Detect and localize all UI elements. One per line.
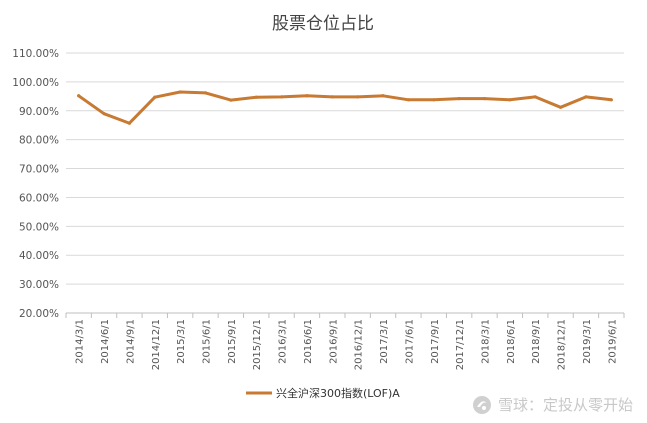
series-layer xyxy=(77,90,613,125)
data-point xyxy=(609,98,613,102)
series-line xyxy=(77,90,613,125)
gridlines xyxy=(65,52,625,318)
x-tick-label: 2018/3/1 xyxy=(481,319,492,364)
data-point xyxy=(432,98,436,102)
data-point xyxy=(381,94,385,98)
x-tick-label: 2018/9/1 xyxy=(531,319,542,364)
x-tick-label: 2015/3/1 xyxy=(176,319,187,364)
data-point xyxy=(153,95,157,99)
data-point xyxy=(330,95,334,99)
data-point xyxy=(406,98,411,102)
legend-label: 兴全沪深300指数(LOF)A xyxy=(276,386,400,400)
x-tick-label: 2017/3/1 xyxy=(379,319,390,364)
data-point xyxy=(482,97,487,101)
y-tick-label: 100.00% xyxy=(12,77,59,89)
data-point xyxy=(102,112,106,116)
data-point xyxy=(356,95,360,99)
x-tick-label: 2017/12/1 xyxy=(455,319,466,370)
data-point xyxy=(584,95,588,99)
y-tick-label: 110.00% xyxy=(12,48,59,60)
y-tick-label: 70.00% xyxy=(19,164,59,176)
x-tick-label: 2014/12/1 xyxy=(151,319,162,370)
x-axis-tick-labels: 2014/3/1 2014/6/1 2014/9/1 2014/12/1 2015/3/… xyxy=(75,319,619,370)
x-tick-label: 2017/6/1 xyxy=(404,319,415,364)
x-tick-label: 2015/12/1 xyxy=(252,319,263,370)
x-tick-label: 2019/3/1 xyxy=(582,319,593,364)
watermark-text: 雪球：定投从零开始 xyxy=(497,396,633,414)
data-point xyxy=(508,98,512,102)
x-tick-label: 2016/3/1 xyxy=(278,319,289,364)
data-point xyxy=(305,94,309,98)
x-tick-label: 2018/6/1 xyxy=(506,319,517,364)
y-tick-label: 40.00% xyxy=(19,250,59,262)
x-tick-label: 2014/9/1 xyxy=(125,319,136,364)
data-point xyxy=(457,97,461,101)
x-tick-label: 2019/6/1 xyxy=(607,319,618,364)
y-tick-label: 30.00% xyxy=(19,279,59,291)
data-point xyxy=(533,95,537,99)
data-point xyxy=(558,105,563,109)
y-axis-tick-labels: 20.00% 30.00% 40.00% 50.00% 60.00% 70.00% 80.0… xyxy=(12,48,59,320)
watermark: 雪球：定投从零开始 xyxy=(472,394,633,415)
y-tick-label: 50.00% xyxy=(19,221,59,233)
data-point xyxy=(229,98,233,102)
x-tick-label: 2017/9/1 xyxy=(430,319,441,364)
x-tick-label: 2018/12/1 xyxy=(557,319,568,370)
x-tick-label: 2016/9/1 xyxy=(328,319,339,364)
x-tick-label: 2016/12/1 xyxy=(354,319,365,370)
data-point xyxy=(203,91,208,95)
legend: 兴全沪深300指数(LOF)A xyxy=(246,386,400,400)
data-point xyxy=(127,121,132,125)
y-tick-label: 80.00% xyxy=(19,135,59,147)
chart-title: 股票仓位占比 xyxy=(272,14,374,34)
y-tick-label: 90.00% xyxy=(19,106,59,118)
x-tick-label: 2016/6/1 xyxy=(303,319,314,364)
y-tick-label: 60.00% xyxy=(19,192,59,204)
x-tick-label: 2014/6/1 xyxy=(100,319,111,364)
y-tick-label: 20.00% xyxy=(19,308,59,320)
snowball-logo-icon xyxy=(472,395,491,414)
x-tick-label: 2015/6/1 xyxy=(202,319,213,364)
data-point xyxy=(279,95,284,99)
data-point xyxy=(77,94,81,98)
data-point xyxy=(178,90,182,94)
data-point xyxy=(254,95,258,99)
x-tick-label: 2014/3/1 xyxy=(75,319,86,364)
x-tick-label: 2015/9/1 xyxy=(227,319,238,364)
